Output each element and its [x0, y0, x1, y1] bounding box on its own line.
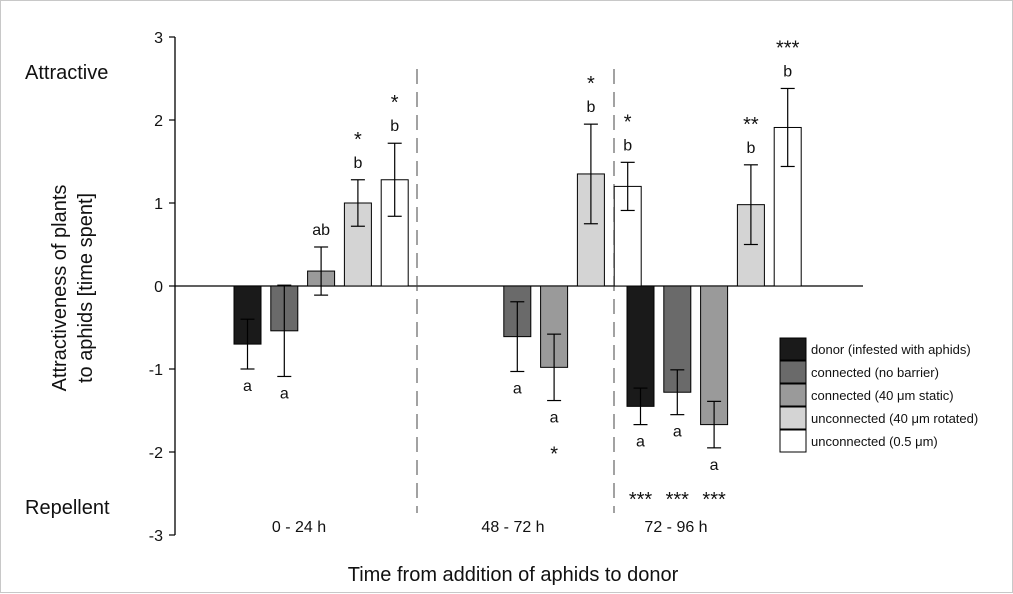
- legend-label: unconnected (0.5 μm): [811, 434, 938, 449]
- legend-swatch: [779, 406, 807, 430]
- significance-letter: b: [746, 140, 755, 157]
- significance-letter: a: [710, 457, 719, 474]
- significance-letter: a: [243, 378, 252, 395]
- significance-stars: ***: [702, 489, 726, 511]
- legend-label: donor (infested with aphids): [811, 342, 971, 357]
- significance-letter: b: [586, 99, 595, 116]
- legend-label: unconnected (40 μm rotated): [811, 411, 978, 426]
- y-tick-label: -3: [149, 528, 163, 545]
- y-tick-label: 1: [154, 196, 163, 213]
- significance-letter: ab: [312, 222, 330, 239]
- significance-stars: *: [550, 444, 558, 466]
- significance-stars: *: [624, 111, 632, 133]
- significance-stars: *: [587, 73, 595, 95]
- y-tick-label: 3: [154, 30, 163, 47]
- legend-label: connected (no barrier): [811, 365, 939, 380]
- y-tick-label: 0: [154, 279, 163, 296]
- legend-swatch: [779, 360, 807, 384]
- y-tick-label: -2: [149, 445, 163, 462]
- significance-letter: a: [636, 434, 645, 451]
- significance-stars: ***: [666, 489, 690, 511]
- significance-stars: ***: [629, 489, 653, 511]
- y-axis-title-line-2: to aphids [time spent]: [75, 193, 97, 383]
- y-tick-label: 2: [154, 113, 163, 130]
- repellent-label: Repellent: [25, 497, 110, 519]
- significance-stars: **: [743, 114, 759, 136]
- legend: donor (infested with aphids) connected (n…: [779, 337, 978, 453]
- x-tick-label: 72 - 96 h: [644, 519, 707, 536]
- legend-swatch: [779, 337, 807, 361]
- legend-label: connected (40 μm static): [811, 388, 954, 403]
- x-tick-label: 0 - 24 h: [272, 519, 326, 536]
- significance-letter: b: [783, 63, 792, 80]
- significance-letter: a: [513, 380, 522, 397]
- y-axis-title-line-1: Attractiveness of plants: [49, 185, 71, 392]
- significance-letter: a: [673, 424, 682, 441]
- significance-stars: *: [354, 129, 362, 151]
- y-axis-title: Attractiveness of plants to aphids [time…: [49, 185, 97, 392]
- significance-letter: b: [353, 155, 362, 172]
- legend-swatch: [779, 383, 807, 407]
- x-axis-title: Time from addition of aphids to donor: [348, 564, 679, 586]
- legend-swatch: [779, 429, 807, 453]
- bar: [626, 285, 655, 407]
- significance-letter: b: [390, 118, 399, 135]
- y-tick-label: -1: [149, 362, 163, 379]
- significance-stars: *: [391, 92, 399, 114]
- significance-letter: a: [550, 410, 559, 427]
- x-tick-label: 48 - 72 h: [481, 519, 544, 536]
- significance-stars: ***: [776, 37, 800, 59]
- significance-letter: b: [623, 137, 632, 154]
- significance-letter: a: [280, 385, 289, 402]
- attractive-label: Attractive: [25, 62, 108, 84]
